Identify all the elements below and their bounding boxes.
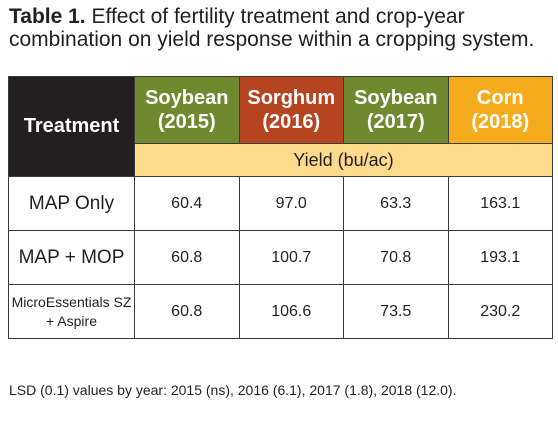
col-header-4-crop: Corn bbox=[476, 87, 524, 109]
yield-cell: 106.6 bbox=[238, 284, 344, 339]
col-header-2-year: (2016) bbox=[262, 111, 321, 133]
yield-table: Treatment Soybean (2015) Sorghum (2016) … bbox=[8, 76, 553, 339]
col-header-4-year: (2018) bbox=[471, 111, 530, 133]
yield-cell: 60.8 bbox=[134, 230, 240, 285]
col-header-3: Soybean (2017) bbox=[343, 76, 449, 144]
table-row: MAP Only 60.4 97.0 63.3 163.1 bbox=[8, 176, 553, 231]
yield-cell: 100.7 bbox=[238, 230, 344, 285]
yield-unit-label: Yield (bu/ac) bbox=[134, 143, 553, 177]
yield-cell: 63.3 bbox=[343, 176, 449, 231]
table-caption: Table 1. Effect of fertility treatment a… bbox=[9, 5, 554, 51]
yield-cell: 60.4 bbox=[134, 176, 240, 231]
yield-cell: 73.5 bbox=[343, 284, 449, 339]
yield-cell: 97.0 bbox=[238, 176, 344, 231]
treatment-map-mop: MAP + MOP bbox=[8, 230, 135, 285]
col-header-2-crop: Sorghum bbox=[247, 87, 336, 109]
treatment-header: Treatment bbox=[8, 76, 135, 177]
col-header-1: Soybean (2015) bbox=[134, 76, 240, 144]
treatment-microessentials: MicroEssentials SZ + Aspire bbox=[8, 284, 135, 339]
col-header-3-year: (2017) bbox=[366, 111, 425, 133]
footnote: LSD (0.1) values by year: 2015 (ns), 201… bbox=[9, 382, 457, 398]
col-header-1-year: (2015) bbox=[157, 111, 216, 133]
caption-line1: Effect of fertility treatment and crop-y… bbox=[91, 5, 465, 28]
treatment-line2: + Aspire bbox=[46, 312, 97, 329]
treatment-line1: MicroEssentials SZ bbox=[11, 293, 132, 310]
yield-cell: 230.2 bbox=[447, 284, 553, 339]
yield-cell: 70.8 bbox=[343, 230, 449, 285]
table-row: MicroEssentials SZ + Aspire 60.8 106.6 7… bbox=[8, 284, 553, 339]
yield-cell: 60.8 bbox=[134, 284, 240, 339]
caption-label: Table 1. bbox=[9, 5, 86, 28]
yield-cell: 163.1 bbox=[447, 176, 553, 231]
treatment-map-only: MAP Only bbox=[8, 176, 135, 231]
col-header-1-crop: Soybean bbox=[145, 87, 229, 109]
caption-line2: combination on yield response within a c… bbox=[9, 28, 535, 51]
col-header-2: Sorghum (2016) bbox=[238, 76, 344, 144]
col-header-3-crop: Soybean bbox=[354, 87, 438, 109]
table-row: MAP + MOP 60.8 100.7 70.8 193.1 bbox=[8, 230, 553, 285]
col-header-4: Corn (2018) bbox=[447, 76, 553, 144]
yield-cell: 193.1 bbox=[447, 230, 553, 285]
